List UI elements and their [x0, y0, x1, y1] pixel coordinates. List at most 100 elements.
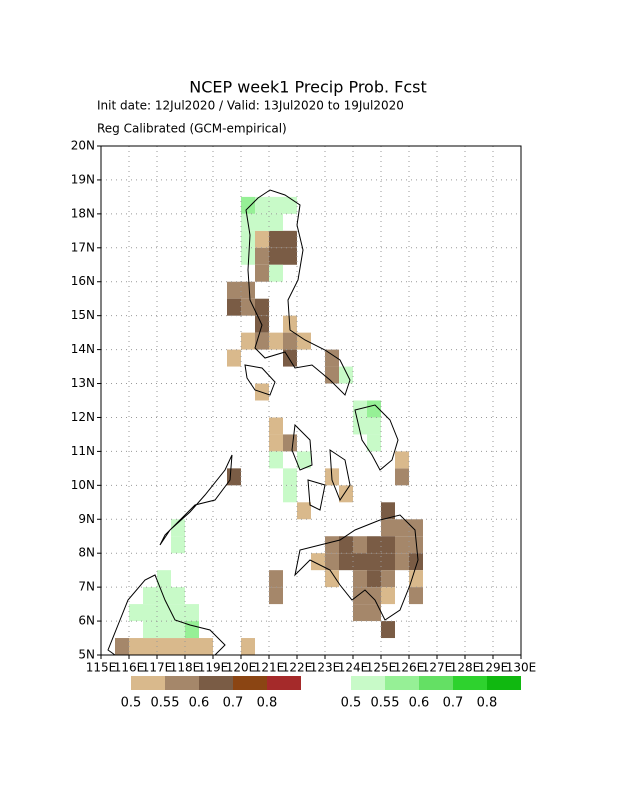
prob-cell	[381, 587, 395, 605]
x-tick-label: 117E	[142, 661, 173, 675]
prob-cell	[269, 417, 283, 435]
prob-cell	[367, 553, 381, 571]
prob-cell	[241, 638, 255, 655]
prob-cell	[339, 536, 353, 554]
prob-cell	[283, 485, 297, 503]
y-tick-label: 20N	[71, 139, 95, 153]
prob-cell	[185, 621, 199, 639]
prob-cell	[395, 451, 409, 469]
prob-cell	[269, 451, 283, 469]
y-tick-label: 6N	[78, 614, 95, 628]
prob-cell	[395, 553, 409, 571]
y-tick-label: 5N	[78, 648, 95, 662]
prob-cell	[227, 349, 241, 367]
prob-cell	[129, 604, 143, 622]
x-tick-label: 119E	[198, 661, 229, 675]
prob-cell	[255, 247, 269, 265]
prob-cell	[381, 519, 395, 537]
prob-cell	[395, 536, 409, 554]
prob-cell	[171, 536, 185, 554]
colorbar-label: 0.55	[151, 696, 180, 711]
prob-cell	[325, 570, 339, 588]
prob-cell	[269, 264, 283, 282]
prob-cell	[325, 349, 339, 367]
prob-cell	[353, 570, 367, 588]
prob-cell	[381, 536, 395, 554]
colorbar-label: 0.5	[341, 696, 362, 711]
prob-cell	[143, 604, 157, 622]
y-tick-label: 8N	[78, 546, 95, 560]
prob-cell	[367, 417, 381, 435]
y-tick-label: 17N	[71, 240, 95, 254]
prob-cell	[269, 434, 283, 452]
prob-cell	[143, 587, 157, 605]
prob-cell	[395, 519, 409, 537]
prob-cell	[353, 604, 367, 622]
prob-cell	[255, 230, 269, 248]
colorbar-box	[165, 676, 199, 690]
x-tick-label: 125E	[366, 661, 397, 675]
prob-cell	[269, 196, 283, 214]
prob-cell	[297, 451, 311, 469]
prob-cell	[283, 230, 297, 248]
x-tick-label: 122E	[282, 661, 313, 675]
x-tick-label: 115E	[86, 661, 117, 675]
colorbar-label: 0.8	[257, 696, 278, 711]
y-tick-label: 13N	[71, 376, 95, 390]
prob-cell	[367, 400, 381, 418]
prob-cell	[255, 298, 269, 316]
x-tick-label: 123E	[310, 661, 341, 675]
y-tick-label: 16N	[71, 274, 95, 288]
prob-cell	[367, 587, 381, 605]
subtitle: Init date: 12Jul2020 / Valid: 13Jul2020 …	[97, 99, 404, 113]
prob-cell	[325, 366, 339, 384]
prob-cell	[241, 247, 255, 265]
prob-cell	[367, 434, 381, 452]
prob-cell	[339, 366, 353, 384]
prob-cell	[269, 213, 283, 231]
prob-cell	[241, 230, 255, 248]
prob-cell	[409, 570, 423, 588]
note: Reg Calibrated (GCM-empirical)	[97, 122, 287, 136]
y-tick-label: 15N	[71, 308, 95, 322]
prob-cell	[381, 570, 395, 588]
prob-cell	[339, 485, 353, 503]
colorbar-box	[487, 676, 521, 690]
colorbar-label: 0.55	[371, 696, 400, 711]
title: NCEP week1 Precip Prob. Fcst	[189, 78, 427, 97]
colorbar-label: 0.6	[409, 696, 430, 711]
y-tick-label: 7N	[78, 580, 95, 594]
colorbar-box	[453, 676, 487, 690]
prob-cell	[353, 553, 367, 571]
x-tick-label: 129E	[478, 661, 509, 675]
y-tick-label: 10N	[71, 478, 95, 492]
prob-cell	[157, 604, 171, 622]
prob-cell	[171, 638, 185, 655]
prob-cell	[157, 587, 171, 605]
prob-cell	[367, 570, 381, 588]
prob-cell	[409, 553, 423, 571]
prob-cell	[283, 434, 297, 452]
prob-cell	[269, 332, 283, 350]
prob-cell	[269, 247, 283, 265]
y-tick-label: 19N	[71, 172, 95, 186]
prob-cell	[367, 604, 381, 622]
prob-cell	[157, 638, 171, 655]
prob-cell	[143, 621, 157, 639]
colorbar-box	[267, 676, 301, 690]
prob-cell	[241, 332, 255, 350]
colorbar-box	[199, 676, 233, 690]
prob-cell	[171, 519, 185, 537]
prob-cell	[353, 417, 367, 435]
prob-cell	[115, 638, 129, 655]
x-tick-label: 127E	[422, 661, 453, 675]
y-tick-label: 18N	[71, 206, 95, 220]
colorbar-box	[419, 676, 453, 690]
colorbar-label: 0.6	[189, 696, 210, 711]
x-tick-label: 121E	[254, 661, 285, 675]
colorbar-label: 0.7	[443, 696, 464, 711]
x-tick-label: 120E	[226, 661, 257, 675]
x-tick-label: 118E	[170, 661, 201, 675]
prob-cell	[255, 196, 269, 214]
